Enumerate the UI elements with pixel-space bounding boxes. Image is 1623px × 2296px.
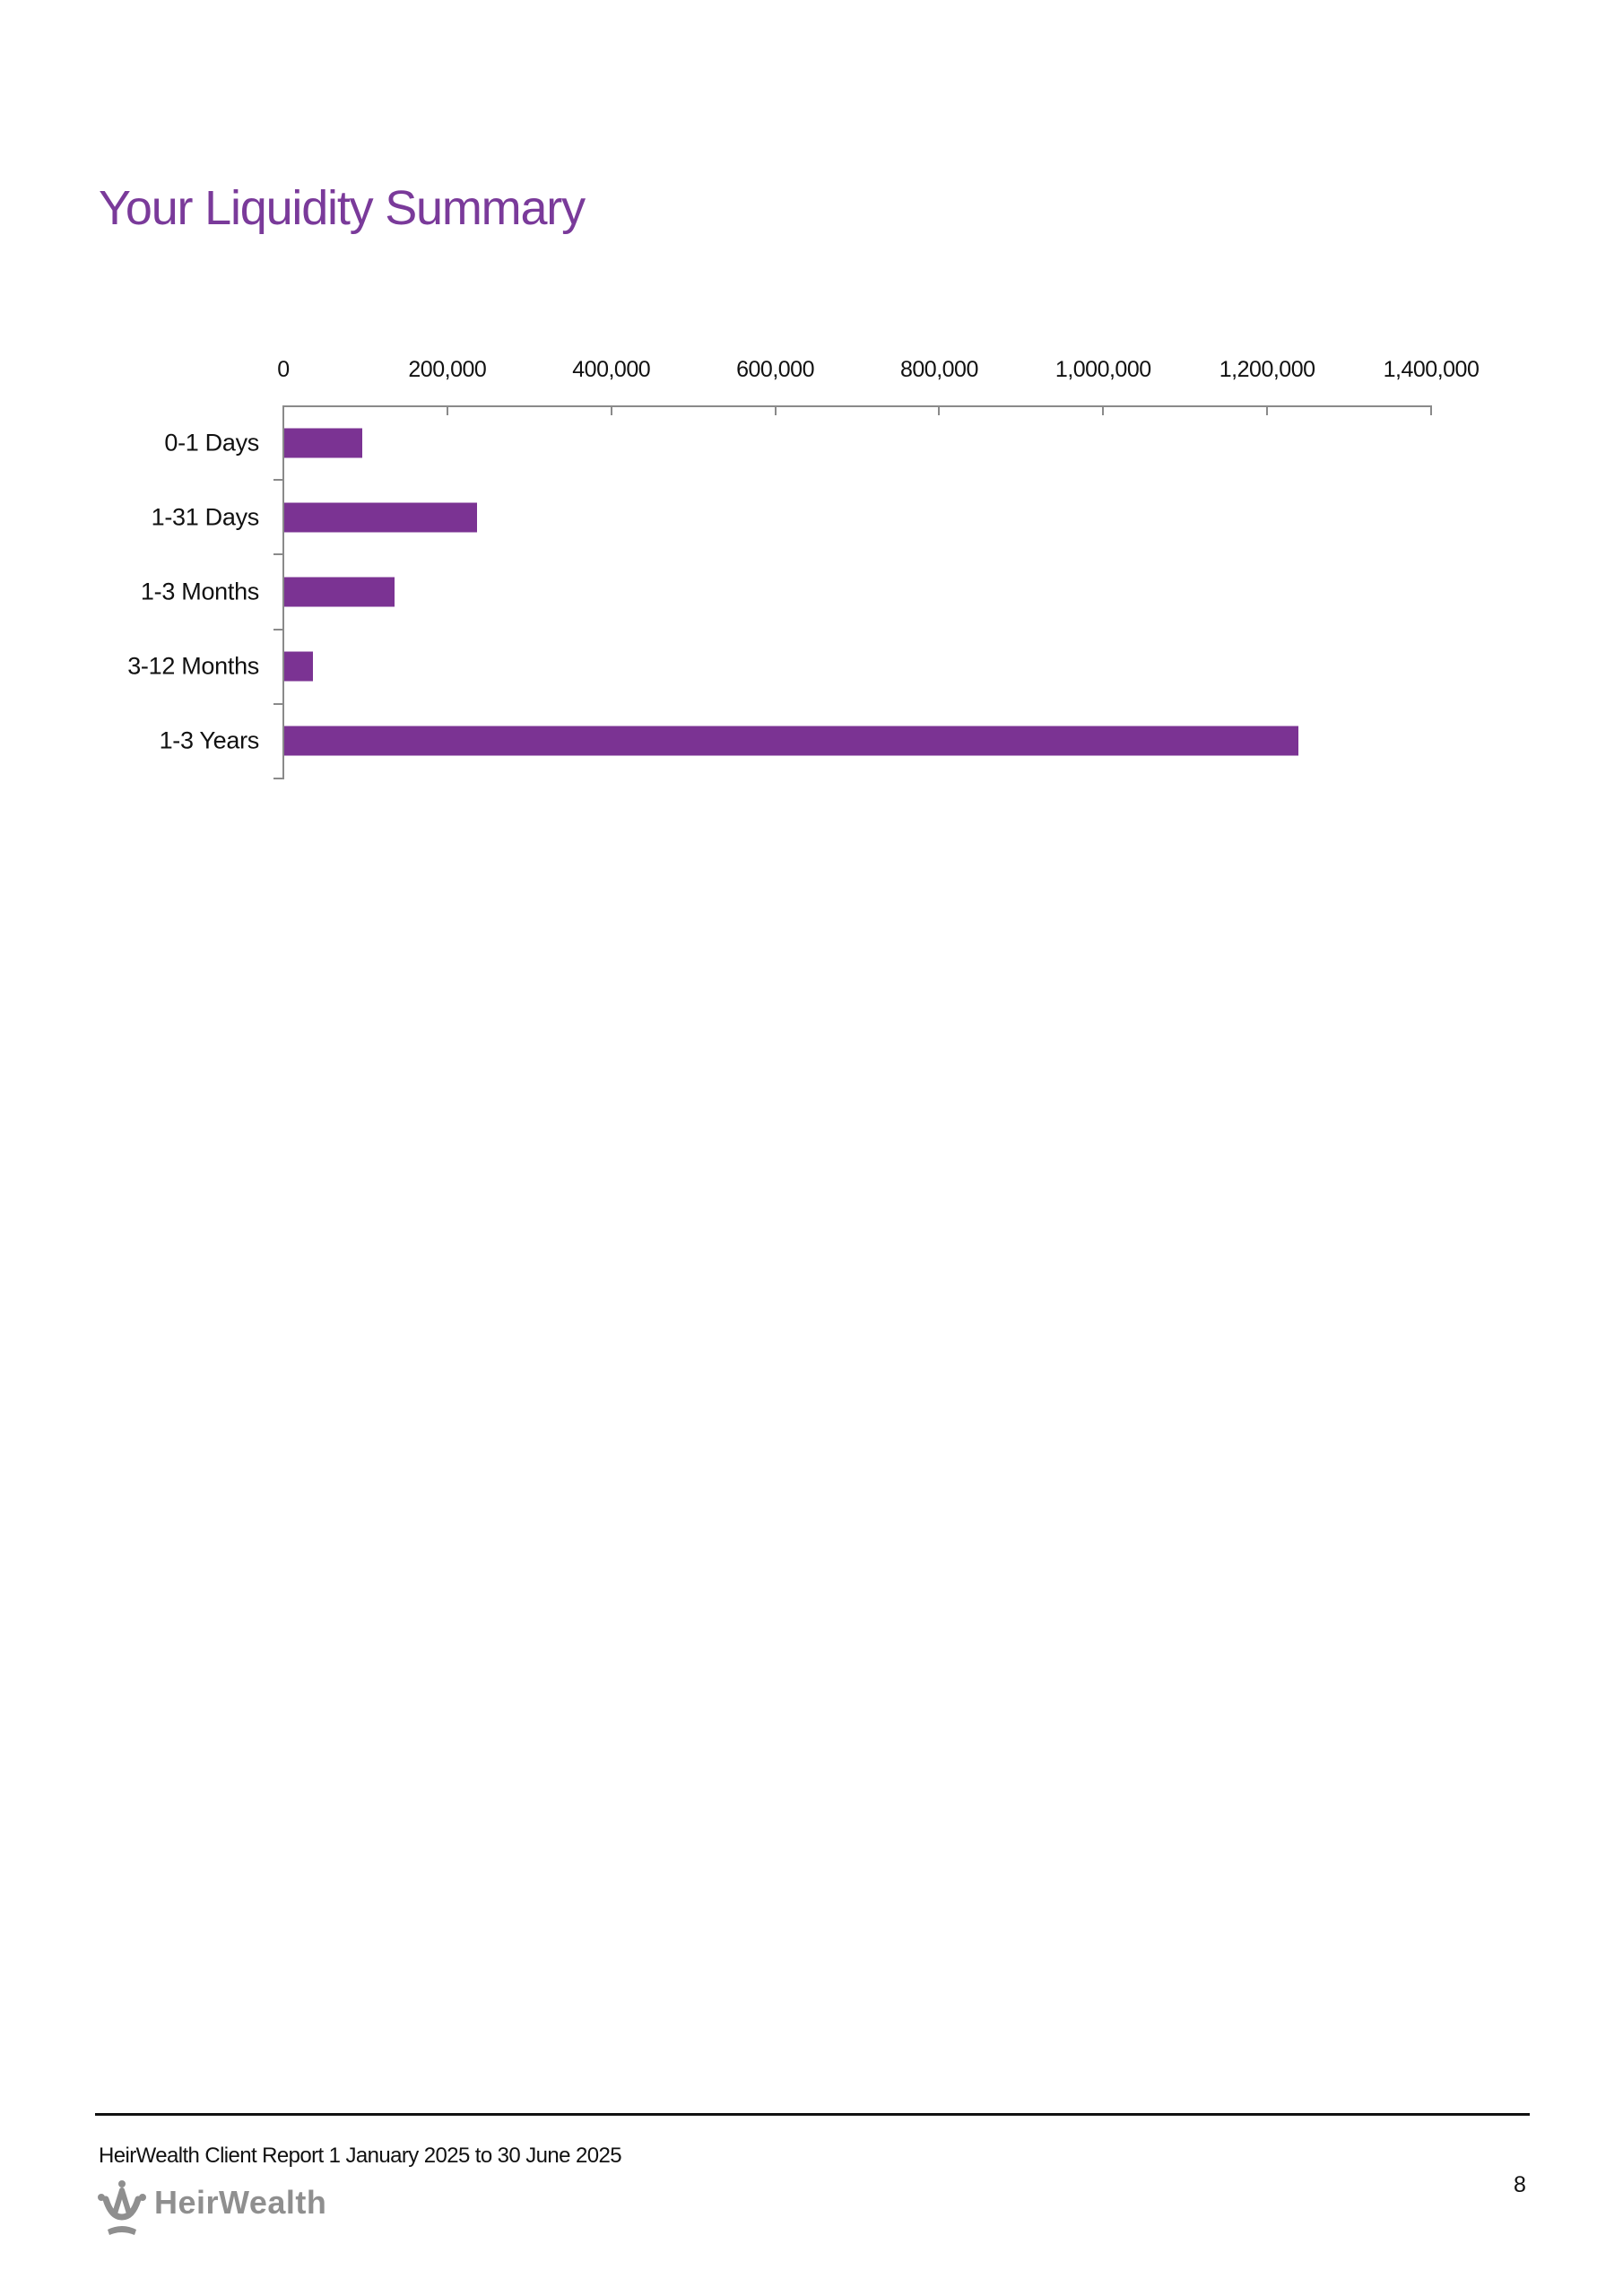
x-axis-tick-label: 600,000 bbox=[736, 357, 814, 382]
category-label: 1-3 Months bbox=[140, 578, 259, 605]
bar-1-31-days bbox=[284, 502, 477, 533]
x-axis-tick-label: 1,200,000 bbox=[1219, 357, 1315, 382]
y-axis-tick bbox=[273, 778, 283, 779]
x-axis-tick bbox=[610, 405, 612, 415]
x-axis-tick bbox=[1266, 405, 1269, 415]
x-axis-tick bbox=[446, 405, 448, 415]
y-axis-tick bbox=[273, 553, 283, 556]
x-axis-tick-label: 1,000,000 bbox=[1055, 357, 1151, 382]
category-label: 1-3 Years bbox=[159, 726, 260, 754]
heirwealth-logo: HeirWealth bbox=[97, 2178, 326, 2240]
x-axis-tick-label: 200,000 bbox=[408, 357, 487, 382]
category-label: 3-12 Months bbox=[127, 652, 259, 680]
x-axis-line bbox=[283, 405, 1432, 407]
page-number: 8 bbox=[1514, 2172, 1526, 2197]
bar-3-12-months bbox=[284, 651, 313, 682]
category-label: 0-1 Days bbox=[164, 429, 259, 457]
bar-0-1-days bbox=[284, 428, 362, 458]
y-axis-line bbox=[282, 405, 284, 779]
bar-1-3-years bbox=[284, 726, 1298, 756]
logo-wordmark: HeirWealth bbox=[154, 2184, 327, 2221]
liquidity-bar-chart: 0 200,000 400,000 600,000 800,000 1,000,000 1,… bbox=[0, 0, 1623, 807]
x-axis-tick bbox=[938, 405, 941, 415]
x-axis-tick bbox=[1102, 405, 1105, 415]
page-title: Your Liquidity Summary bbox=[99, 181, 586, 235]
y-axis-tick bbox=[273, 702, 283, 705]
x-axis-tick-label: 0 bbox=[277, 357, 290, 382]
x-axis-tick bbox=[774, 405, 777, 415]
y-axis-tick bbox=[273, 479, 283, 482]
y-axis-tick bbox=[273, 628, 283, 631]
x-axis-tick-label: 1,400,000 bbox=[1383, 357, 1480, 382]
footer-report-text: HeirWealth Client Report 1 January 2025 … bbox=[99, 2144, 622, 2168]
bar-1-3-months bbox=[284, 577, 395, 607]
footer-divider bbox=[95, 2113, 1530, 2116]
x-axis-tick-label: 800,000 bbox=[899, 357, 978, 382]
x-axis-tick bbox=[1430, 405, 1432, 415]
category-label: 1-31 Days bbox=[151, 503, 260, 531]
x-axis-tick-label: 400,000 bbox=[572, 357, 651, 382]
crown-icon bbox=[98, 2180, 146, 2235]
